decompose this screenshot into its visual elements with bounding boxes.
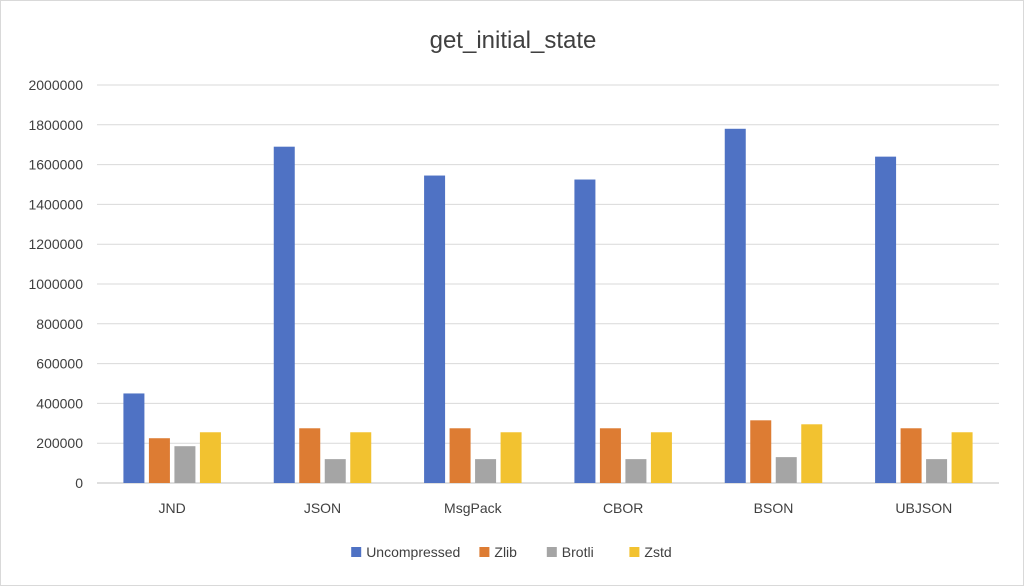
bars: [123, 128, 973, 484]
bar-uncompressed-msgpack: [424, 175, 446, 484]
bar-zlib-msgpack: [449, 428, 471, 483]
bar-zlib-bson: [750, 420, 772, 483]
x-tick-label: MsgPack: [444, 500, 503, 516]
bar-zlib-json: [299, 428, 321, 483]
bar-uncompressed-cbor: [574, 179, 596, 483]
y-tick-label: 200000: [36, 435, 83, 451]
bar-brotli-cbor: [625, 459, 647, 483]
bar-brotli-json: [324, 459, 346, 483]
y-tick-label: 800000: [36, 316, 83, 332]
legend-swatch-uncompressed: [351, 547, 362, 557]
y-tick-label: 1200000: [28, 236, 83, 252]
bar-zstd-ubjson: [951, 432, 973, 483]
bar-brotli-jnd: [174, 446, 196, 483]
bar-uncompressed-ubjson: [875, 156, 897, 483]
y-tick-label: 1000000: [28, 276, 83, 292]
bar-zstd-msgpack: [500, 432, 522, 483]
legend-swatch-zstd: [629, 547, 640, 557]
y-tick-label: 1800000: [28, 117, 83, 133]
y-tick-label: 1600000: [28, 157, 83, 173]
legend-label-uncompressed: Uncompressed: [366, 544, 460, 560]
x-tick-label: JSON: [304, 500, 341, 516]
y-tick-label: 600000: [36, 356, 83, 372]
y-tick-label: 0: [75, 475, 83, 491]
legend-label-zlib: Zlib: [494, 544, 517, 560]
bar-zlib-cbor: [599, 428, 621, 483]
x-tick-label: BSON: [754, 500, 794, 516]
chart-title: get_initial_state: [430, 27, 597, 54]
legend-label-zstd: Zstd: [644, 544, 671, 560]
bar-brotli-bson: [775, 457, 797, 483]
x-tick-label: UBJSON: [895, 500, 952, 516]
bar-brotli-ubjson: [926, 459, 948, 483]
legend-label-brotli: Brotli: [562, 544, 594, 560]
y-tick-label: 400000: [36, 395, 83, 411]
bar-zstd-cbor: [650, 432, 672, 483]
legend: Uncompressed Zlib Brotli Zstd: [351, 544, 672, 560]
bar-uncompressed-jnd: [123, 393, 145, 483]
bar-uncompressed-bson: [724, 128, 746, 483]
gridlines: [97, 84, 999, 484]
x-tick-label: CBOR: [603, 500, 643, 516]
legend-swatch-zlib: [479, 547, 490, 557]
bar-zstd-json: [350, 432, 372, 483]
y-tick-label: 1400000: [28, 196, 83, 212]
bar-brotli-msgpack: [475, 459, 497, 483]
bar-zlib-ubjson: [900, 428, 922, 483]
bar-zstd-bson: [801, 424, 823, 483]
bar-zstd-jnd: [199, 432, 221, 483]
bar-uncompressed-json: [273, 146, 295, 483]
x-axis-tick-labels: JND JSON MsgPack CBOR BSON UBJSON: [159, 500, 953, 516]
legend-swatch-brotli: [546, 547, 557, 557]
y-axis-tick-labels: 0 200000 400000 600000 800000 1000000 1200000 1…: [28, 77, 83, 491]
x-tick-label: JND: [159, 500, 186, 516]
bar-zlib-jnd: [148, 438, 170, 483]
y-tick-label: 2000000: [28, 77, 83, 93]
